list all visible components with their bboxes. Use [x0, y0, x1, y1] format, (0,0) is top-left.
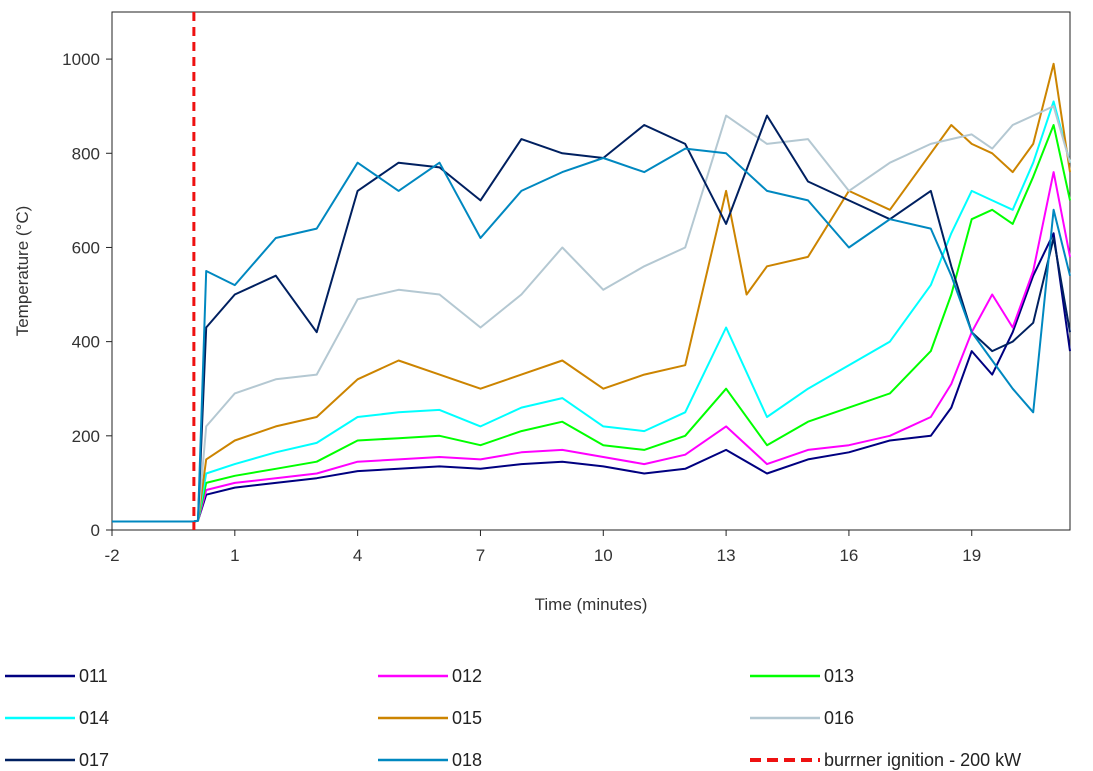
- series-line-012: [112, 171, 1071, 523]
- legend-item: 016: [750, 708, 854, 728]
- legend-label: 015: [452, 708, 482, 728]
- series-line-016: [112, 105, 1071, 523]
- series-line-011: [112, 232, 1071, 523]
- legend-item: 013: [750, 666, 854, 686]
- series-line-018: [112, 147, 1071, 523]
- y-tick-label: 0: [91, 521, 100, 540]
- series-lines: [112, 62, 1071, 523]
- legend-label: 017: [79, 750, 109, 770]
- x-tick-label: 4: [353, 546, 362, 565]
- axes: -2 1 4 7 10 13 16 19 0 200 400 600 800 1000: [62, 50, 981, 565]
- x-tick-label: 7: [476, 546, 485, 565]
- series-line-015: [112, 62, 1071, 523]
- legend-label: 013: [824, 666, 854, 686]
- legend-item: burrner ignition - 200 kW: [750, 750, 1021, 770]
- y-tick-label: 1000: [62, 50, 100, 69]
- legend-item: 015: [378, 708, 482, 728]
- legend-label: 012: [452, 666, 482, 686]
- legend-label: 016: [824, 708, 854, 728]
- y-tick-label: 400: [72, 333, 100, 352]
- plot-area: [111, 11, 1071, 531]
- legend-item: 014: [5, 708, 109, 728]
- plot-frame: [111, 11, 1071, 531]
- series-line-017: [112, 114, 1071, 523]
- x-axis-title: Time (minutes): [535, 595, 648, 614]
- x-tick-label: 19: [962, 546, 981, 565]
- x-tick-label: 10: [594, 546, 613, 565]
- legend: 011 012 013 014 015 016 017 018 burrner ignition…: [5, 666, 1021, 770]
- y-axis-title: Temperature (°C): [13, 206, 32, 337]
- series-line-014: [112, 100, 1071, 523]
- legend-item: 012: [378, 666, 482, 686]
- x-tick-label: 13: [717, 546, 736, 565]
- legend-item: 011: [5, 666, 108, 686]
- x-tick-label: -2: [104, 546, 119, 565]
- x-tick-label: 16: [839, 546, 858, 565]
- y-tick-label: 200: [72, 427, 100, 446]
- y-tick-label: 800: [72, 144, 100, 163]
- legend-item: 017: [5, 750, 109, 770]
- legend-label: 011: [79, 666, 108, 686]
- series-line-013: [112, 124, 1071, 523]
- legend-label: 018: [452, 750, 482, 770]
- y-tick-label: 600: [72, 238, 100, 257]
- legend-item: 018: [378, 750, 482, 770]
- legend-label: 014: [79, 708, 109, 728]
- x-tick-label: 1: [230, 546, 239, 565]
- legend-label: burrner ignition - 200 kW: [824, 750, 1021, 770]
